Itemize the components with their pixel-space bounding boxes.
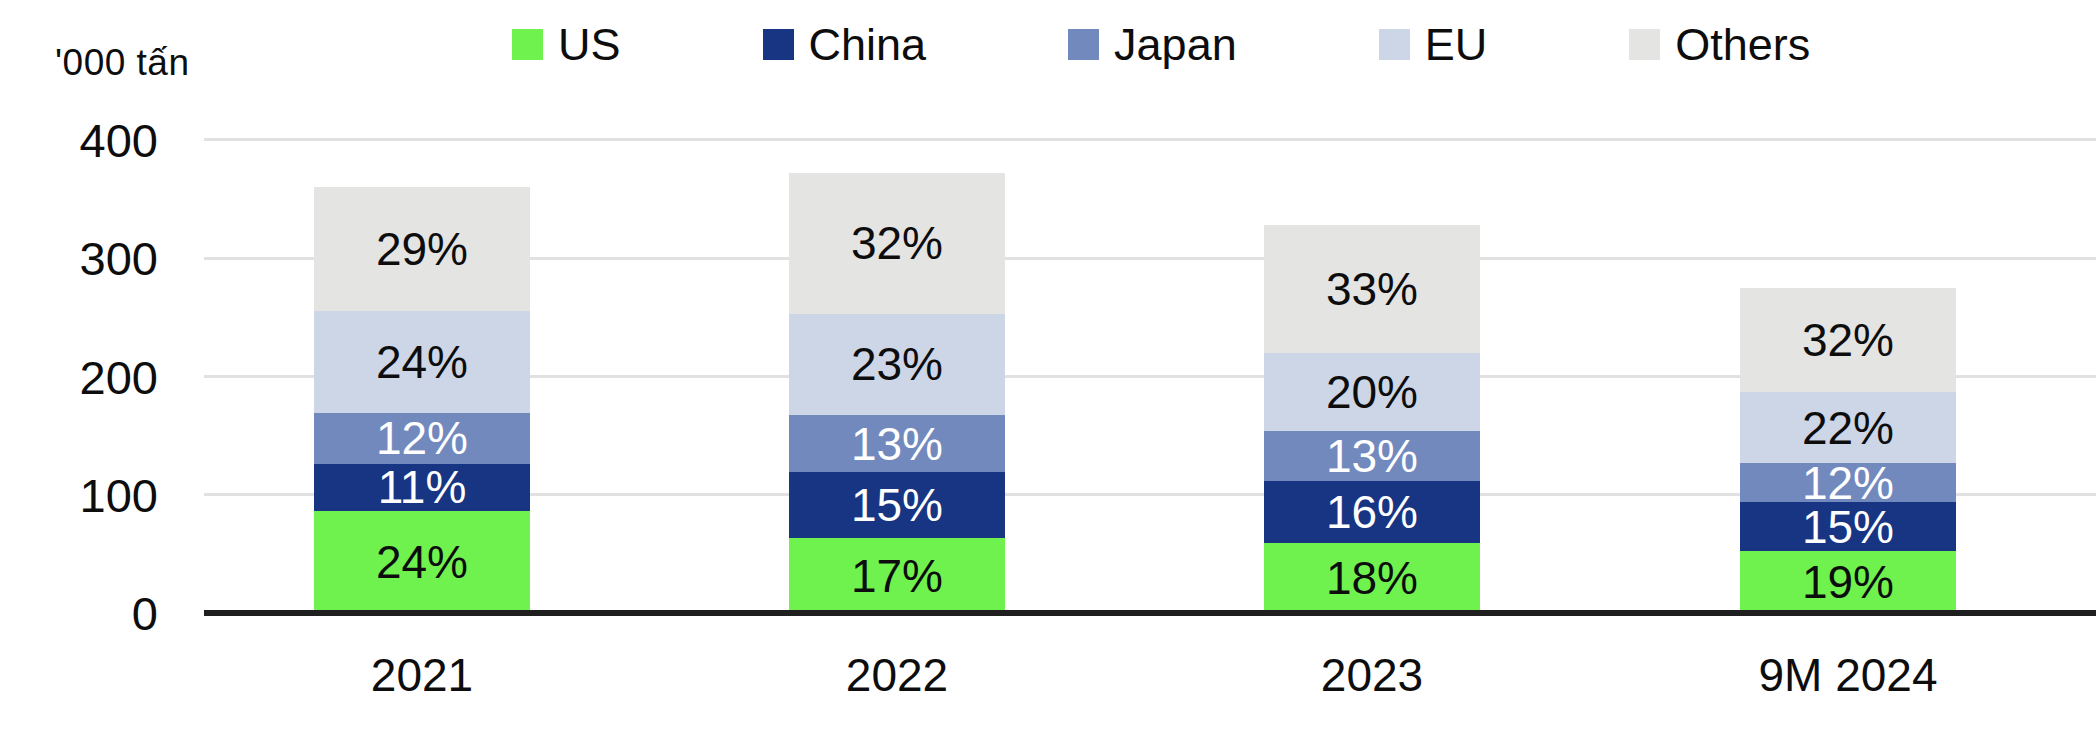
bar-segment-japan-2022: 13% <box>789 415 1005 472</box>
y-tick-label-200: 200 <box>38 354 158 401</box>
legend-item-us: US <box>512 22 621 67</box>
bar-segment-label: 32% <box>1802 317 1894 363</box>
bar-segment-others-2022: 32% <box>789 173 1005 314</box>
y-tick-label-100: 100 <box>38 472 158 519</box>
legend-swatch-china <box>763 29 794 60</box>
bar-segment-japan-2021: 12% <box>314 413 530 464</box>
bar-segment-others-2021: 29% <box>314 187 530 311</box>
bar-segment-china-9m-2024: 15% <box>1740 502 1956 551</box>
y-tick-label-300: 300 <box>38 235 158 282</box>
bar-segment-us-2023: 18% <box>1264 543 1480 613</box>
bar-segment-eu-9m-2024: 22% <box>1740 392 1956 464</box>
gridline-400 <box>204 138 2096 141</box>
bar-segment-label: 23% <box>851 341 943 387</box>
bar-segment-label: 12% <box>376 415 468 461</box>
bar-segment-eu-2023: 20% <box>1264 353 1480 431</box>
legend-label: EU <box>1425 22 1488 67</box>
legend-swatch-us <box>512 29 543 60</box>
bar-segment-us-9m-2024: 19% <box>1740 551 1956 613</box>
bar-segment-label: 24% <box>376 539 468 585</box>
bar-segment-label: 32% <box>851 220 943 266</box>
bar-segment-label: 16% <box>1326 489 1418 535</box>
bar-segment-label: 22% <box>1802 405 1894 451</box>
legend-item-china: China <box>763 22 927 67</box>
bar-segment-china-2022: 15% <box>789 472 1005 538</box>
bar-segment-us-2021: 24% <box>314 511 530 613</box>
bar-segment-label: 20% <box>1326 369 1418 415</box>
x-tick-label-9m-2024: 9M 2024 <box>1698 652 1998 698</box>
bar-segment-label: 18% <box>1326 555 1418 601</box>
bar-segment-label: 12% <box>1802 460 1894 506</box>
bar-segment-label: 33% <box>1326 266 1418 312</box>
legend-label: Others <box>1675 22 1810 67</box>
bar-segment-others-9m-2024: 32% <box>1740 288 1956 392</box>
y-tick-label-0: 0 <box>38 590 158 637</box>
bar-segment-label: 13% <box>1326 433 1418 479</box>
bar-segment-label: 15% <box>1802 504 1894 550</box>
bar-segment-us-2022: 17% <box>789 538 1005 613</box>
x-tick-label-2023: 2023 <box>1222 652 1522 698</box>
legend-item-others: Others <box>1629 22 1810 67</box>
bar-segment-label: 24% <box>376 339 468 385</box>
bar-segment-eu-2021: 24% <box>314 311 530 413</box>
bar-segment-china-2021: 11% <box>314 464 530 511</box>
y-axis-unit-label: '000 tấn <box>55 42 190 84</box>
bar-segment-label: 13% <box>851 421 943 467</box>
bar-segment-label: 29% <box>376 226 468 272</box>
bar-segment-japan-9m-2024: 12% <box>1740 463 1956 502</box>
legend-label: US <box>558 22 621 67</box>
chart-legend: US China Japan EU Others <box>512 22 1810 67</box>
legend-swatch-japan <box>1068 29 1099 60</box>
y-tick-label-400: 400 <box>38 117 158 164</box>
bar-segment-eu-2022: 23% <box>789 314 1005 415</box>
x-tick-label-2021: 2021 <box>272 652 572 698</box>
legend-label: China <box>809 22 927 67</box>
legend-swatch-eu <box>1379 29 1410 60</box>
legend-item-eu: EU <box>1379 22 1488 67</box>
bar-segment-japan-2023: 13% <box>1264 431 1480 481</box>
x-axis-line <box>204 610 2096 616</box>
x-tick-label-2022: 2022 <box>747 652 1047 698</box>
bar-segment-label: 17% <box>851 553 943 599</box>
bar-segment-label: 11% <box>378 464 467 510</box>
bar-segment-china-2023: 16% <box>1264 481 1480 543</box>
bar-segment-others-2023: 33% <box>1264 225 1480 353</box>
bar-segment-label: 19% <box>1802 559 1894 605</box>
legend-item-japan: Japan <box>1068 22 1237 67</box>
bar-segment-label: 15% <box>851 482 943 528</box>
stacked-bar-chart: '000 tấn US China Japan EU Others 0 100 200 300… <box>0 0 2099 748</box>
legend-label: Japan <box>1114 22 1237 67</box>
legend-swatch-others <box>1629 29 1660 60</box>
